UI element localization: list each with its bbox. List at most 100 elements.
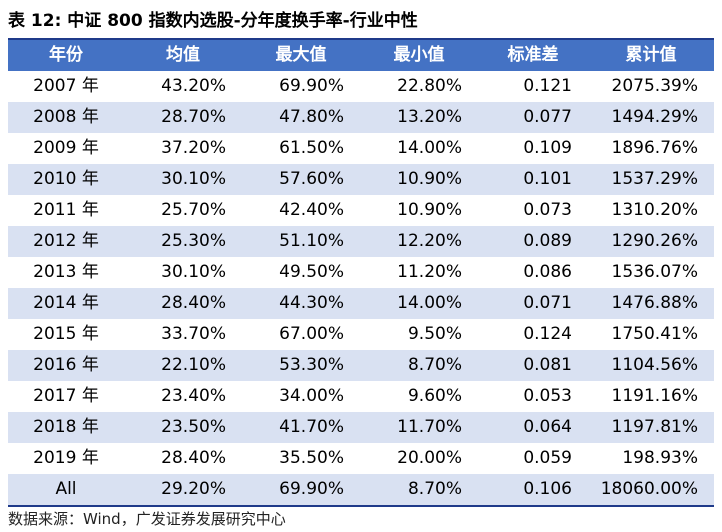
table-row: 2010 年 30.10% 57.60% 10.90% 0.101 1537.2… xyxy=(8,164,714,195)
cell-max: 53.30% xyxy=(242,350,360,381)
header-year: 年份 xyxy=(8,40,124,71)
cell-min: 14.00% xyxy=(360,288,478,319)
cell-year: 2018 年 xyxy=(8,412,124,443)
table-row: 2016 年 22.10% 53.30% 8.70% 0.081 1104.56… xyxy=(8,350,714,381)
cell-cumulative: 1191.16% xyxy=(588,381,714,412)
cell-max: 47.80% xyxy=(242,102,360,133)
cell-mean: 22.10% xyxy=(124,350,242,381)
cell-min: 10.90% xyxy=(360,195,478,226)
cell-std: 0.081 xyxy=(478,350,588,381)
table-row: 2008 年 28.70% 47.80% 13.20% 0.077 1494.2… xyxy=(8,102,714,133)
cell-min: 10.90% xyxy=(360,164,478,195)
cell-max: 57.60% xyxy=(242,164,360,195)
cell-min: 12.20% xyxy=(360,226,478,257)
cell-min: 8.70% xyxy=(360,350,478,381)
cell-std: 0.106 xyxy=(478,474,588,507)
cell-mean: 33.70% xyxy=(124,319,242,350)
cell-min: 22.80% xyxy=(360,71,478,102)
cell-cumulative: 1537.29% xyxy=(588,164,714,195)
cell-year: 2011 年 xyxy=(8,195,124,226)
table-row: 2009 年 37.20% 61.50% 14.00% 0.109 1896.7… xyxy=(8,133,714,164)
cell-cumulative: 1290.26% xyxy=(588,226,714,257)
table-row: 2011 年 25.70% 42.40% 10.90% 0.073 1310.2… xyxy=(8,195,714,226)
turnover-table: 年份 均值 最大值 最小值 标准差 累计值 2007 年 43.20% 69.9… xyxy=(8,40,714,507)
table-row: 2013 年 30.10% 49.50% 11.20% 0.086 1536.0… xyxy=(8,257,714,288)
cell-cumulative: 1197.81% xyxy=(588,412,714,443)
cell-mean: 25.70% xyxy=(124,195,242,226)
cell-max: 69.90% xyxy=(242,474,360,507)
cell-year: 2017 年 xyxy=(8,381,124,412)
table-row: 2018 年 23.50% 41.70% 11.70% 0.064 1197.8… xyxy=(8,412,714,443)
cell-mean: 28.70% xyxy=(124,102,242,133)
cell-cumulative: 1494.29% xyxy=(588,102,714,133)
cell-cumulative: 1476.88% xyxy=(588,288,714,319)
cell-mean: 43.20% xyxy=(124,71,242,102)
header-cumulative: 累计值 xyxy=(588,40,714,71)
cell-cumulative: 1750.41% xyxy=(588,319,714,350)
cell-year: 2015 年 xyxy=(8,319,124,350)
cell-max: 51.10% xyxy=(242,226,360,257)
cell-max: 61.50% xyxy=(242,133,360,164)
cell-cumulative: 2075.39% xyxy=(588,71,714,102)
source-note: 数据来源：Wind，广发证券发展研究中心 xyxy=(8,510,286,528)
table-row-total: All 29.20% 69.90% 8.70% 0.106 18060.00% xyxy=(8,474,714,507)
header-max: 最大值 xyxy=(242,40,360,71)
cell-min: 14.00% xyxy=(360,133,478,164)
cell-min: 11.70% xyxy=(360,412,478,443)
cell-max: 69.90% xyxy=(242,71,360,102)
table-title: 表 12: 中证 800 指数内选股-分年度换手率-行业中性 xyxy=(8,11,418,31)
cell-cumulative: 198.93% xyxy=(588,443,714,474)
cell-mean: 25.30% xyxy=(124,226,242,257)
header-std: 标准差 xyxy=(478,40,588,71)
cell-year: 2010 年 xyxy=(8,164,124,195)
header-min: 最小值 xyxy=(360,40,478,71)
cell-year: 2009 年 xyxy=(8,133,124,164)
cell-year: 2019 年 xyxy=(8,443,124,474)
cell-year: All xyxy=(8,474,124,507)
cell-std: 0.071 xyxy=(478,288,588,319)
cell-mean: 28.40% xyxy=(124,288,242,319)
cell-mean: 23.50% xyxy=(124,412,242,443)
cell-min: 8.70% xyxy=(360,474,478,507)
cell-mean: 30.10% xyxy=(124,164,242,195)
cell-std: 0.086 xyxy=(478,257,588,288)
cell-mean: 30.10% xyxy=(124,257,242,288)
cell-cumulative: 1104.56% xyxy=(588,350,714,381)
cell-max: 42.40% xyxy=(242,195,360,226)
cell-mean: 37.20% xyxy=(124,133,242,164)
cell-min: 9.60% xyxy=(360,381,478,412)
cell-cumulative: 1536.07% xyxy=(588,257,714,288)
table-row: 2007 年 43.20% 69.90% 22.80% 0.121 2075.3… xyxy=(8,71,714,102)
cell-std: 0.053 xyxy=(478,381,588,412)
cell-year: 2008 年 xyxy=(8,102,124,133)
table-header-row: 年份 均值 最大值 最小值 标准差 累计值 xyxy=(8,40,714,71)
cell-min: 20.00% xyxy=(360,443,478,474)
cell-std: 0.124 xyxy=(478,319,588,350)
title-divider xyxy=(8,38,714,40)
cell-year: 2016 年 xyxy=(8,350,124,381)
table-row: 2017 年 23.40% 34.00% 9.60% 0.053 1191.16… xyxy=(8,381,714,412)
cell-max: 44.30% xyxy=(242,288,360,319)
cell-cumulative: 18060.00% xyxy=(588,474,714,507)
cell-max: 35.50% xyxy=(242,443,360,474)
cell-mean: 23.40% xyxy=(124,381,242,412)
cell-min: 9.50% xyxy=(360,319,478,350)
cell-std: 0.121 xyxy=(478,71,588,102)
header-mean: 均值 xyxy=(124,40,242,71)
cell-min: 13.20% xyxy=(360,102,478,133)
cell-mean: 28.40% xyxy=(124,443,242,474)
cell-year: 2014 年 xyxy=(8,288,124,319)
table-row: 2012 年 25.30% 51.10% 12.20% 0.089 1290.2… xyxy=(8,226,714,257)
cell-max: 34.00% xyxy=(242,381,360,412)
cell-year: 2012 年 xyxy=(8,226,124,257)
cell-cumulative: 1896.76% xyxy=(588,133,714,164)
cell-std: 0.109 xyxy=(478,133,588,164)
cell-min: 11.20% xyxy=(360,257,478,288)
cell-std: 0.059 xyxy=(478,443,588,474)
table-row: 2014 年 28.40% 44.30% 14.00% 0.071 1476.8… xyxy=(8,288,714,319)
cell-max: 41.70% xyxy=(242,412,360,443)
cell-std: 0.089 xyxy=(478,226,588,257)
cell-max: 67.00% xyxy=(242,319,360,350)
cell-year: 2007 年 xyxy=(8,71,124,102)
table-row: 2015 年 33.70% 67.00% 9.50% 0.124 1750.41… xyxy=(8,319,714,350)
